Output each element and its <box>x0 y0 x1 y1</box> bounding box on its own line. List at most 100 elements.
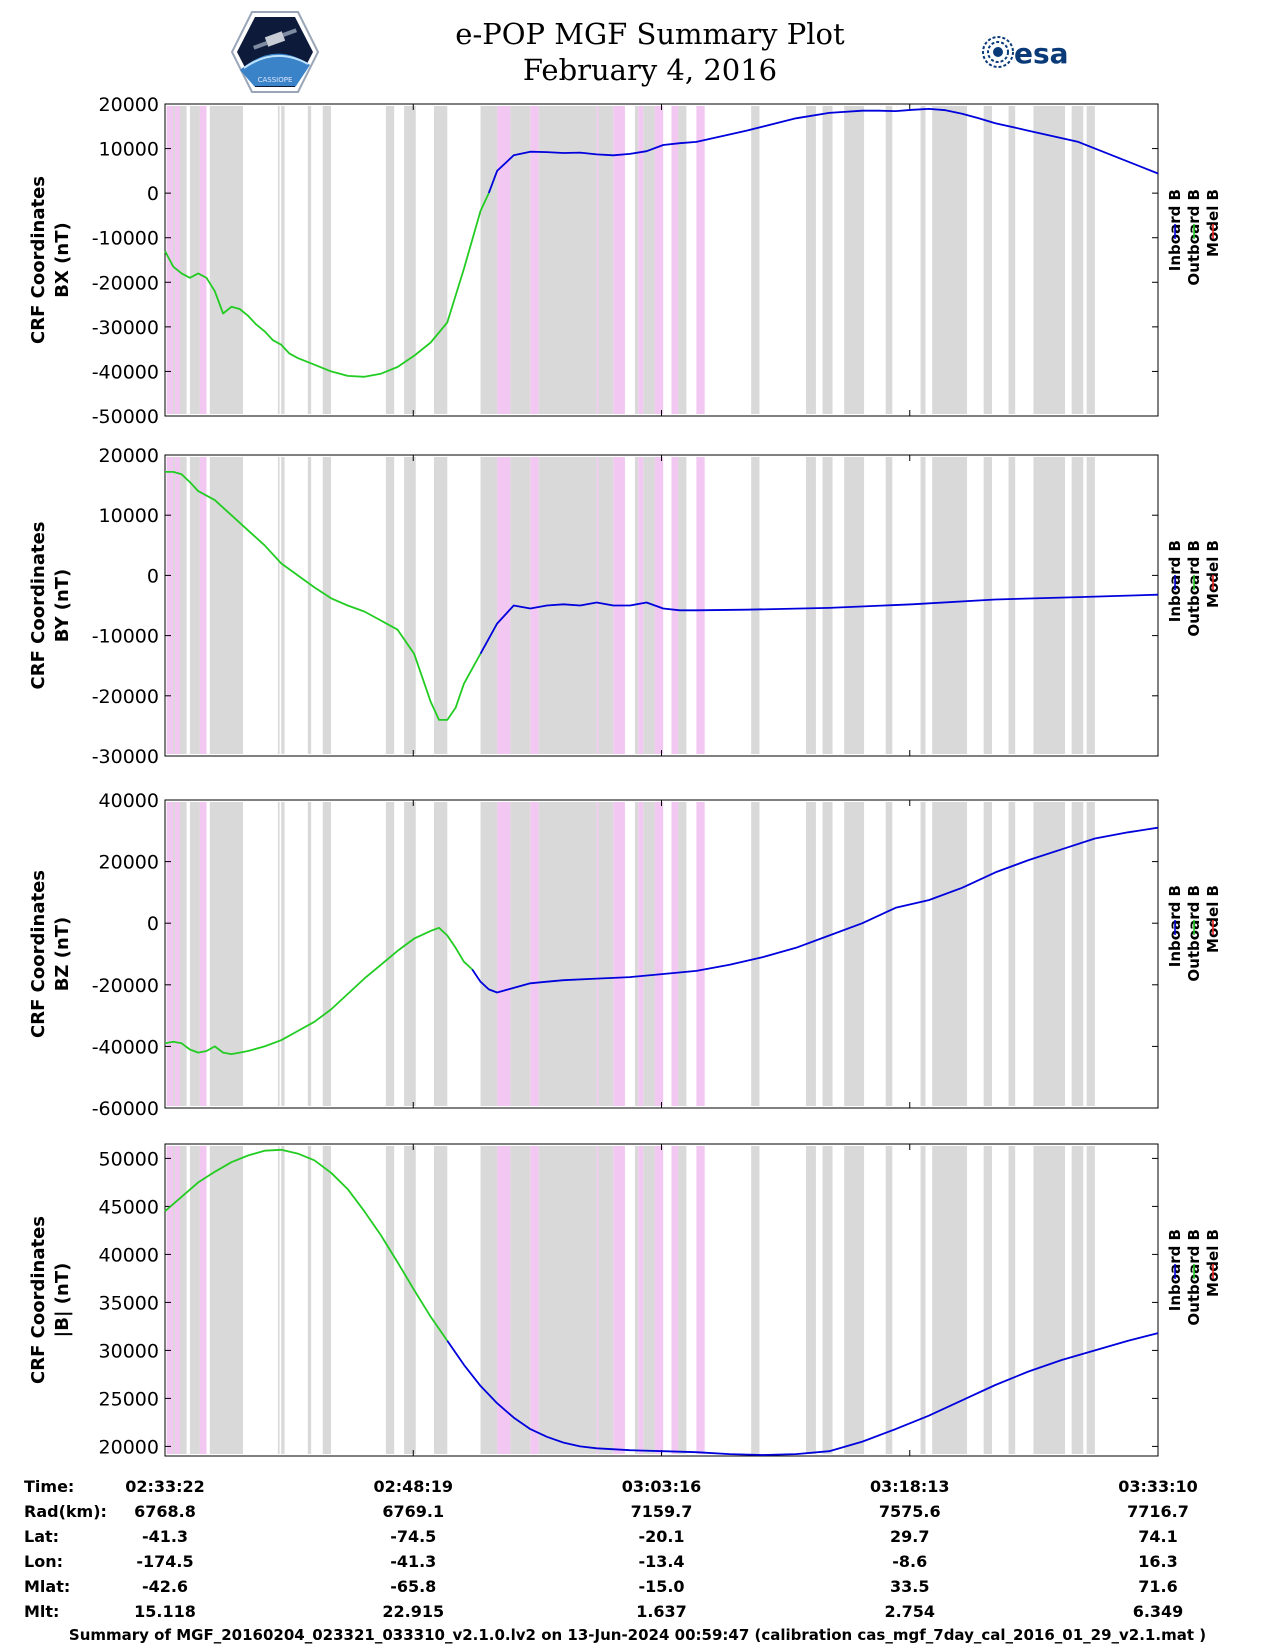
data-gap-pink <box>696 106 705 414</box>
table-cell: -42.6 <box>142 1577 188 1596</box>
data-gap-gray <box>322 802 332 1106</box>
table-cell: 7159.7 <box>631 1502 693 1521</box>
table-row-label: Mlt: <box>24 1602 59 1620</box>
table-cell: 2.754 <box>884 1602 935 1620</box>
series-inboard-b <box>446 1332 1159 1456</box>
data-gap-gray <box>983 1146 992 1454</box>
table-cell: 7575.6 <box>879 1502 941 1521</box>
esa-logo-text: esa <box>1014 37 1069 70</box>
footer-caption: Summary of MGF_20160204_023321_033310_v2… <box>68 1626 1207 1644</box>
data-gap-gray <box>920 457 926 754</box>
panel-1: 20000 10000 0 -10000 -20000 -30000 -40000 -5000… <box>28 94 1222 428</box>
y-tick-label: -30000 <box>92 317 159 339</box>
y-axis-label-line1: CRF Coordinates <box>28 1216 49 1384</box>
data-gap-gray <box>1033 802 1066 1106</box>
data-gap-gray <box>822 106 833 414</box>
table-cell: 16.3 <box>1138 1552 1177 1571</box>
table-row-label: Lon: <box>24 1552 63 1571</box>
data-gap-gray <box>643 802 655 1106</box>
table-cell: 03:18:13 <box>870 1477 950 1496</box>
data-gap-gray <box>1033 106 1066 414</box>
data-gap-gray <box>434 802 448 1106</box>
legend-label: Model B <box>1204 1229 1222 1297</box>
data-gap-pink <box>638 802 644 1106</box>
data-gap-gray <box>480 1146 498 1454</box>
table-cell: 7716.7 <box>1127 1502 1189 1521</box>
data-gap-pink <box>596 802 599 1106</box>
data-gap-gray <box>307 457 312 754</box>
table-cell: -65.8 <box>390 1577 436 1596</box>
data-gap-gray <box>598 457 614 754</box>
data-gap-pink <box>654 106 664 414</box>
series-inboard-b <box>479 593 1159 655</box>
data-gap-pink <box>199 457 207 754</box>
data-gap-gray <box>751 457 760 754</box>
data-gap-gray <box>805 106 816 414</box>
series-inboard-b <box>471 826 1159 994</box>
legend-label: Model B <box>1204 540 1222 608</box>
data-gap-pink <box>530 802 539 1106</box>
y-tick-label: 20000 <box>99 1436 159 1458</box>
y-tick-label: -40000 <box>92 361 159 383</box>
data-gap-gray <box>189 457 200 754</box>
data-gap-pink <box>530 1146 539 1454</box>
table-cell: 03:33:10 <box>1118 1477 1198 1496</box>
data-gap-gray <box>805 1146 816 1454</box>
data-gap-gray <box>538 106 597 414</box>
data-gap-pink <box>638 106 644 414</box>
data-gap-pink <box>199 802 207 1106</box>
y-tick-label: 20000 <box>99 94 159 116</box>
y-tick-label: 35000 <box>99 1292 159 1314</box>
data-gap-pink <box>530 457 539 754</box>
data-gap-pink <box>199 1146 207 1454</box>
table-cell: -20.1 <box>638 1527 684 1546</box>
data-gap-gray <box>322 1146 332 1454</box>
data-gap-pink <box>613 106 625 414</box>
data-gap-gray <box>1008 802 1016 1106</box>
data-gap-gray <box>510 1146 531 1454</box>
data-gap-gray <box>885 106 893 414</box>
data-gap-gray <box>189 802 200 1106</box>
data-gap-gray <box>932 1146 968 1454</box>
legend-label: Model B <box>1204 189 1222 257</box>
data-gap-gray <box>480 802 498 1106</box>
data-gap-gray <box>634 1146 639 1454</box>
data-gap-pink <box>166 1146 174 1454</box>
data-gap-gray <box>189 106 200 414</box>
data-gap-pink <box>596 1146 599 1454</box>
data-gap-gray <box>1086 1146 1095 1454</box>
table-cell: -174.5 <box>136 1552 193 1571</box>
data-gap-gray <box>307 1146 312 1454</box>
y-axis-label-line1: CRF Coordinates <box>28 522 49 690</box>
legend-label: Model B <box>1204 885 1222 953</box>
data-gap-gray <box>634 802 639 1106</box>
y-tick-label: -10000 <box>92 228 159 250</box>
data-gap-gray <box>385 457 395 754</box>
table-cell: 71.6 <box>1138 1577 1177 1596</box>
y-tick-label: 25000 <box>99 1388 159 1410</box>
data-gap-gray <box>1071 1146 1084 1454</box>
data-gap-gray <box>1008 457 1016 754</box>
table-row-label: Time: <box>24 1477 74 1496</box>
data-gap-gray <box>920 802 926 1106</box>
table-cell: 02:48:19 <box>373 1477 453 1496</box>
y-tick-label: 40000 <box>99 1244 159 1266</box>
data-gap-pink <box>596 106 599 414</box>
data-gap-gray <box>480 106 498 414</box>
data-gap-pink <box>654 802 664 1106</box>
y-tick-label: -20000 <box>92 975 159 997</box>
table-cell: -13.4 <box>638 1552 684 1571</box>
data-gap-gray <box>385 802 395 1106</box>
table-row-label: Lat: <box>24 1527 59 1546</box>
data-gap-pink <box>671 106 679 414</box>
data-gap-gray <box>538 802 597 1106</box>
data-gap-gray <box>751 802 760 1106</box>
y-tick-label: 20000 <box>99 852 159 874</box>
table-row-label: Rad(km): <box>24 1502 107 1521</box>
data-gap-gray <box>932 457 968 754</box>
data-gap-gray <box>434 457 448 754</box>
y-axis-label-line1: CRF Coordinates <box>28 870 49 1038</box>
panel-2: 20000 10000 0 -10000 -20000 -30000 CRF Coordin… <box>28 445 1222 768</box>
table-cell: -41.3 <box>390 1552 436 1571</box>
y-tick-label: 20000 <box>99 445 159 467</box>
